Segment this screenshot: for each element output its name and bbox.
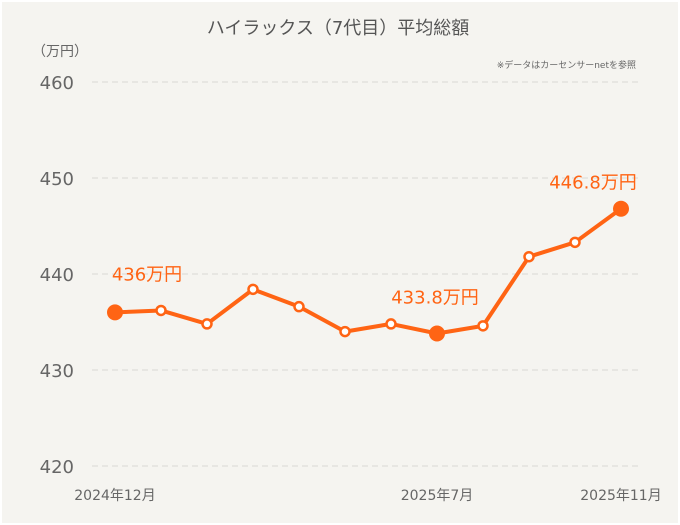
data-label: 433.8万円 xyxy=(391,288,479,309)
y-tick-label: 430 xyxy=(40,361,74,382)
data-point xyxy=(339,325,351,338)
x-tick-label: 2025年11月 xyxy=(580,488,661,504)
data-point xyxy=(569,236,581,249)
data-point xyxy=(155,304,167,317)
data-label: 436万円 xyxy=(112,264,182,285)
data-point xyxy=(201,318,213,330)
x-tick-label: 2025年7月 xyxy=(401,488,474,504)
data-point xyxy=(477,320,489,332)
data-label: 446.8万円 xyxy=(549,173,637,194)
data-point xyxy=(385,318,397,330)
highlight-point xyxy=(429,325,445,342)
y-tick-label: 440 xyxy=(40,265,74,286)
x-tick-label: 2024年12月 xyxy=(74,488,155,504)
chart-title: ハイラックス（7代目）平均総額 xyxy=(207,18,470,39)
series-line xyxy=(114,207,623,336)
data-point xyxy=(523,250,535,263)
data-source-note: ※データはカーセンサーnetを参照 xyxy=(497,59,636,71)
y-tick-label: 450 xyxy=(40,169,74,190)
data-point xyxy=(293,300,305,313)
highlight-point xyxy=(613,200,629,217)
highlight-point xyxy=(107,304,123,321)
y-tick-label: 420 xyxy=(40,457,74,478)
data-point xyxy=(247,283,259,296)
y-tick-label: 460 xyxy=(40,73,74,94)
y-axis-unit-label: （万円） xyxy=(32,44,88,60)
